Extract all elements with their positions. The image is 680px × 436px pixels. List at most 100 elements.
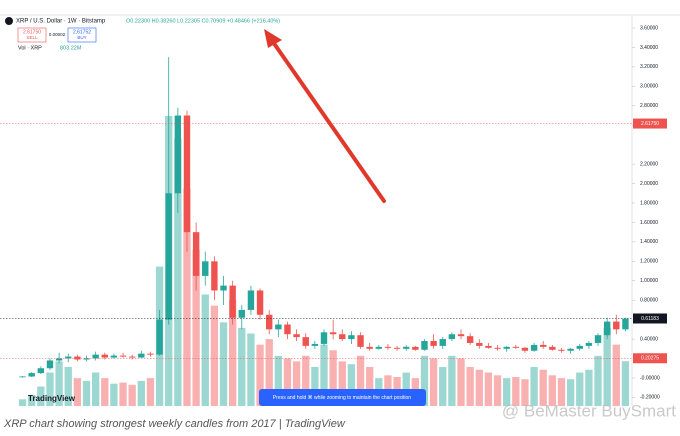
candle-body [512,346,520,348]
plot: 3.600003.400003.200003.000002.800002.600… [0,25,667,407]
volume-bar [292,361,301,406]
price-tag [633,353,667,364]
buy-button[interactable] [67,27,97,43]
volume-bar [347,364,356,406]
volume-bar [484,372,493,406]
candle-body [119,355,127,357]
candle-body [83,358,90,360]
volume-bar [64,366,72,406]
candle-body [92,354,99,359]
candle-body [357,335,364,347]
candle-body [174,115,182,194]
price-tag [633,118,667,129]
candle-body [494,347,501,349]
volume-bar [557,378,566,406]
y-tick-label: 1.20000 [640,259,658,265]
logo: TradingView [28,394,76,403]
volume-bar [101,378,109,406]
candle-body [567,348,574,351]
volume-bar [110,383,118,406]
arrow [264,29,386,203]
volume-bar [274,355,282,406]
y-tick-label: 3.60000 [640,25,658,31]
volume-bar [210,305,219,406]
volume-bar [603,327,611,406]
toast-text: Press and hold ⌘ while zooming to mainta… [273,395,411,401]
candle-body [19,376,26,378]
candle-body [192,232,200,276]
candle-body [238,309,245,318]
volume-bar [521,379,529,406]
candle-body [384,346,392,348]
candle-body [265,314,273,330]
y-tick-label: 0.80000 [640,298,658,304]
candle-body [202,261,209,276]
volume-bar [548,375,557,406]
volume-bar [256,344,264,406]
candle-body [457,334,465,337]
candle-body [302,337,309,346]
spread: 0.00002 [49,32,66,37]
candle-body [366,346,373,349]
y-tick-label: 2.00000 [640,181,658,187]
y-tick-label: -0.00000 [640,375,660,381]
y-tick-label: 1.80000 [640,200,658,206]
candle-body [256,290,264,315]
candle-body [165,193,172,320]
candle-body [183,115,191,233]
symbol: XRP / U.S. Dollar · 1W · Bitstamp [16,19,106,25]
candle-body [375,346,383,349]
sell-price: 2.61750 [23,29,41,35]
y-tick-label: 0.40000 [640,336,658,342]
y-tick-label: 2.20000 [640,161,658,167]
candle-body [311,343,319,346]
candle-body [476,342,483,346]
volume-bar [439,366,447,406]
candle-body [430,341,437,346]
candle-body [576,345,583,349]
price-tag-label: 2.61750 [641,121,659,127]
volume-bar [192,249,200,406]
volume-bar [28,394,36,406]
candle-body [503,346,510,349]
price-tag [633,313,667,324]
candle-body [549,346,556,350]
candle-body [348,335,355,340]
toast [259,389,426,406]
volume-bar [420,355,429,406]
volume-bar [493,375,502,406]
volume-bar [585,369,593,406]
y-tick-label: 3.00000 [640,84,658,90]
candle-body [622,318,629,330]
candle-body [393,347,401,349]
candle-body [284,324,291,335]
ohlc: O0.22300 H0.38260 L0.22305 C0.70909 +0.4… [126,18,280,24]
candle-body [466,336,474,343]
volume-bar [475,369,483,406]
volume-bar [219,322,228,406]
volume-value: 803.22M [60,45,82,51]
volume-bar [18,399,27,406]
arrow-head [264,29,282,48]
y-tick-label: 1.00000 [640,278,658,284]
price-tag-label: 0.20275 [641,356,659,362]
candle-body [220,285,227,291]
arrow-shaft [271,40,386,203]
volume-bar [82,380,91,406]
volume-bar [530,366,538,406]
sell-button[interactable] [17,27,47,43]
volume-bar [201,294,209,406]
sell-label: SELL [26,35,38,40]
candle-body [156,319,163,355]
candle-body [28,373,35,377]
volume-bar [283,358,292,406]
volume-bar [338,361,346,406]
volume-bar [183,188,191,406]
candle-body [485,345,492,348]
y-tick-label: -0.20000 [640,395,660,401]
volume-bar [566,379,575,406]
candle-body [138,353,145,358]
volume-bar [146,378,155,406]
